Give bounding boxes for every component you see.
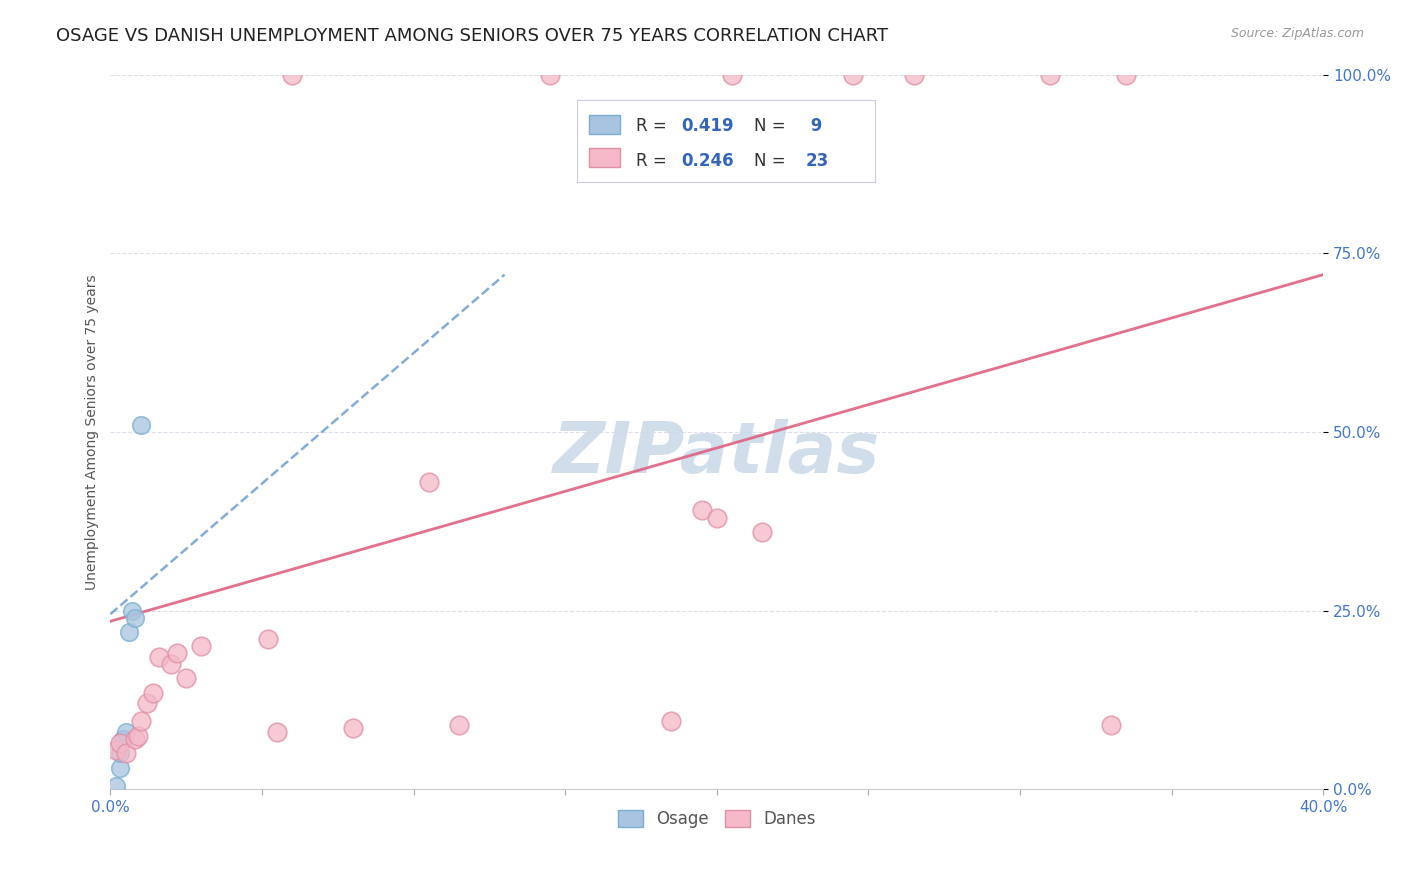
- Point: [160, 657, 183, 672]
- Point: [266, 725, 288, 739]
- Point: [108, 736, 131, 750]
- Point: [117, 625, 139, 640]
- Point: [418, 475, 440, 489]
- Point: [1039, 68, 1062, 82]
- Text: R =: R =: [636, 118, 672, 136]
- Text: N =: N =: [755, 152, 792, 169]
- Point: [111, 732, 134, 747]
- Text: R =: R =: [636, 152, 672, 169]
- Point: [166, 647, 188, 661]
- Text: 0.246: 0.246: [682, 152, 734, 169]
- Point: [690, 503, 713, 517]
- Point: [108, 747, 131, 761]
- Point: [342, 722, 364, 736]
- Point: [449, 718, 471, 732]
- FancyBboxPatch shape: [589, 148, 620, 168]
- FancyBboxPatch shape: [578, 100, 875, 182]
- Point: [105, 779, 128, 793]
- Point: [842, 68, 865, 82]
- Point: [148, 650, 170, 665]
- Point: [174, 672, 197, 686]
- Text: OSAGE VS DANISH UNEMPLOYMENT AMONG SENIORS OVER 75 YEARS CORRELATION CHART: OSAGE VS DANISH UNEMPLOYMENT AMONG SENIO…: [56, 27, 889, 45]
- Text: 0.419: 0.419: [682, 118, 734, 136]
- Point: [751, 524, 773, 539]
- Point: [129, 417, 152, 432]
- Point: [659, 714, 682, 729]
- Text: Source: ZipAtlas.com: Source: ZipAtlas.com: [1230, 27, 1364, 40]
- Point: [538, 68, 561, 82]
- Text: ZIPatlas: ZIPatlas: [553, 419, 880, 488]
- Point: [105, 743, 128, 757]
- Point: [1115, 68, 1137, 82]
- Point: [124, 732, 146, 747]
- Point: [142, 686, 165, 700]
- Y-axis label: Unemployment Among Seniors over 75 years: Unemployment Among Seniors over 75 years: [86, 274, 100, 590]
- Point: [121, 603, 143, 617]
- Point: [721, 68, 744, 82]
- Point: [257, 632, 280, 647]
- FancyBboxPatch shape: [589, 115, 620, 134]
- Text: 9: 9: [806, 118, 823, 136]
- Point: [190, 640, 212, 654]
- Point: [903, 68, 925, 82]
- Text: N =: N =: [755, 118, 792, 136]
- Point: [129, 714, 152, 729]
- Legend: Osage, Danes: Osage, Danes: [612, 803, 823, 835]
- Point: [706, 510, 728, 524]
- Point: [108, 761, 131, 775]
- Point: [114, 725, 136, 739]
- Text: 23: 23: [806, 152, 828, 169]
- Point: [124, 610, 146, 624]
- Point: [1099, 718, 1122, 732]
- Point: [135, 697, 157, 711]
- Point: [114, 747, 136, 761]
- Point: [281, 68, 304, 82]
- Point: [127, 729, 149, 743]
